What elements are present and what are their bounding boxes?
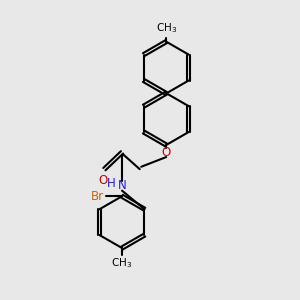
Text: CH$_3$: CH$_3$ <box>111 256 133 270</box>
Text: O: O <box>162 146 171 159</box>
Text: H: H <box>107 177 116 190</box>
Text: CH$_3$: CH$_3$ <box>156 21 177 34</box>
Text: N: N <box>118 179 126 192</box>
Text: O: O <box>98 174 107 188</box>
Text: Br: Br <box>91 190 104 203</box>
